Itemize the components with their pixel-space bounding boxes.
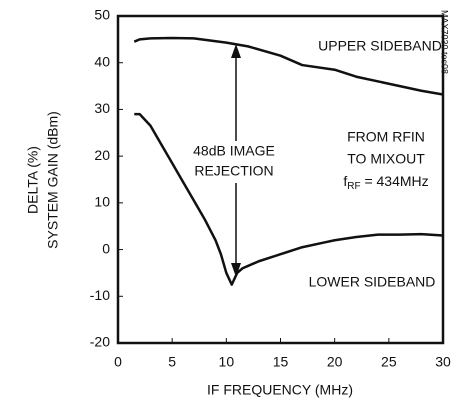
y-tick-label: 40 — [94, 53, 110, 69]
label-background — [186, 141, 282, 183]
y-axis-label: SYSTEM GAIN (dBm) — [45, 111, 61, 249]
x-tick-label: 5 — [168, 354, 176, 370]
x-tick-label: 30 — [435, 354, 451, 370]
y-tick-label: -10 — [90, 287, 110, 303]
y-tick-label: 20 — [94, 147, 110, 163]
annotation: REJECTION — [194, 163, 273, 179]
plot-frame — [116, 14, 445, 345]
y-tick-label: 0 — [102, 240, 110, 256]
x-axis-label: IF FREQUENCY (MHz) — [207, 382, 353, 398]
x-tick-label: 15 — [273, 354, 289, 370]
figure-id: MAX7030 toc08 — [440, 10, 450, 74]
y-axis-label: DELTA (%) — [25, 146, 41, 214]
series-label: LOWER SIDEBAND — [309, 274, 436, 290]
annotation: FROM RFIN — [347, 129, 425, 145]
y-tick-label: 10 — [94, 194, 110, 210]
y-tick-label: 50 — [94, 7, 110, 23]
y-tick-label: -20 — [90, 334, 110, 350]
annotation: 48dB IMAGE — [193, 143, 275, 159]
x-tick-label: 10 — [219, 354, 235, 370]
annotation-part: = 434MHz — [361, 173, 429, 189]
annotation: TO MIXOUT — [347, 151, 425, 167]
x-tick-label: 0 — [114, 354, 122, 370]
x-tick-label: 20 — [327, 354, 343, 370]
y-tick-label: 30 — [94, 100, 110, 116]
annotation-part: f — [343, 173, 347, 189]
series-line — [134, 112, 444, 286]
series-line — [133, 36, 444, 96]
annotation-part: RF — [347, 181, 360, 192]
x-tick-label: 25 — [381, 354, 397, 370]
series-label: UPPER SIDEBAND — [318, 38, 442, 54]
annotation: fRF = 434MHz — [343, 173, 428, 192]
